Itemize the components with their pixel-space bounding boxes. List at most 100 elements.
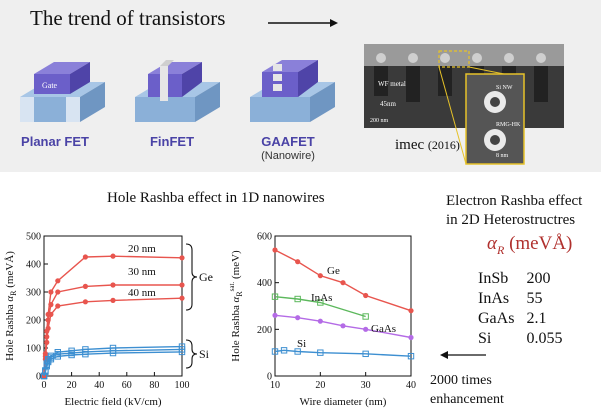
value-cell: 0.055 bbox=[526, 330, 563, 347]
ge-brace bbox=[185, 243, 198, 311]
planar-fet-label: Planar FET bbox=[21, 134, 89, 149]
data-point bbox=[179, 295, 185, 301]
device-illustrations: Gate bbox=[20, 60, 335, 122]
data-point bbox=[317, 349, 324, 356]
value-cell: 55 bbox=[526, 290, 543, 307]
scale-bar-label: 200 nm bbox=[370, 118, 389, 124]
material-cell: Si bbox=[478, 330, 492, 347]
x-tick-label: 60 bbox=[122, 380, 132, 391]
imec-caption: imec (2016) bbox=[395, 137, 460, 154]
data-point bbox=[317, 318, 323, 324]
y-tick-label: 200 bbox=[257, 325, 272, 336]
rashba-title-line1: Electron Rashba effect bbox=[446, 193, 583, 209]
y-tick-label: 600 bbox=[257, 232, 272, 243]
rashba-table-title: Electron Rashba effect in 2D Heterostruc… bbox=[446, 192, 582, 230]
table-row: Si 0.055 bbox=[478, 329, 562, 349]
x-tick-label: 20 bbox=[315, 380, 325, 391]
data-point bbox=[363, 292, 369, 299]
alpha-subscript: R bbox=[496, 242, 505, 257]
data-point bbox=[178, 348, 186, 356]
field-chart: 0 20 40 60 80 100 0 100 200 300 400 500 Electric fie… bbox=[4, 232, 213, 409]
material-cell: InAs bbox=[478, 290, 510, 307]
data-point bbox=[179, 255, 185, 261]
data-point bbox=[55, 303, 61, 309]
data-point bbox=[110, 282, 116, 288]
rmg-label: RMG-HK bbox=[496, 122, 521, 128]
data-point bbox=[408, 334, 414, 341]
ge-group-label: Ge bbox=[199, 270, 213, 284]
y-tick-label: 400 bbox=[26, 260, 41, 271]
section-title: Hole Rashba effect in 1D nanowires bbox=[107, 190, 325, 206]
series-label: 40 nm bbox=[128, 287, 156, 299]
data-point bbox=[362, 313, 369, 320]
data-point bbox=[295, 315, 301, 321]
x-tick-label: 10 bbox=[270, 380, 280, 391]
right-arrow-icon bbox=[268, 19, 338, 27]
x-tick-label: 80 bbox=[149, 380, 159, 391]
plot-frame bbox=[274, 235, 412, 377]
data-point bbox=[110, 253, 116, 259]
data-point bbox=[82, 299, 88, 305]
data-point bbox=[294, 295, 301, 303]
gaafet-sublabel: (Nanowire) bbox=[261, 150, 315, 162]
series-label: GaAs bbox=[371, 323, 396, 335]
left-arrow-icon bbox=[440, 351, 486, 359]
x-tick-label: 30 bbox=[361, 380, 371, 391]
data-point bbox=[48, 289, 54, 295]
data-point bbox=[45, 325, 51, 331]
data-point bbox=[55, 278, 61, 284]
note-line2: enhancement bbox=[430, 392, 504, 407]
series-line bbox=[274, 249, 412, 312]
x-axis-label: Wire diameter (nm) bbox=[300, 396, 387, 408]
y-tick-label: 100 bbox=[26, 344, 41, 355]
imec-year: (2016) bbox=[427, 138, 460, 152]
series-line bbox=[274, 314, 412, 339]
tem-micrograph: WF metal 45nm Si NW RMG-HK 8 nm 200 nm bbox=[364, 44, 564, 165]
enhancement-note: 2000 times enhancement bbox=[430, 371, 504, 409]
x-tick-label: 0 bbox=[42, 380, 47, 391]
series-label: Ge bbox=[327, 265, 340, 277]
table-row: InSb 200 bbox=[478, 269, 562, 289]
data-point bbox=[48, 311, 54, 317]
data-point bbox=[47, 356, 55, 363]
data-point bbox=[272, 312, 278, 318]
si-group-label: Si bbox=[199, 347, 210, 361]
planar-fet-illustration: Gate bbox=[20, 62, 105, 122]
series-label: 20 nm bbox=[128, 243, 156, 255]
series-label: InAs bbox=[311, 292, 332, 304]
gaafet-label: GAAFET bbox=[261, 134, 315, 149]
data-point bbox=[179, 282, 185, 288]
data-point bbox=[54, 353, 61, 360]
imec-name: imec bbox=[395, 137, 425, 153]
y-axis-label: Hole Rashba αR (meVÅ) bbox=[4, 251, 18, 361]
data-point bbox=[408, 308, 414, 314]
data-point bbox=[272, 247, 278, 253]
data-point bbox=[363, 326, 369, 332]
y-tick-label: 200 bbox=[26, 316, 41, 327]
y-tick-label: 0 bbox=[267, 372, 272, 383]
data-point bbox=[340, 280, 346, 286]
plot-frame bbox=[43, 235, 183, 377]
data-point bbox=[82, 283, 88, 289]
si-nw-label: Si NW bbox=[496, 85, 513, 91]
data-point bbox=[110, 297, 116, 303]
series-label: Si bbox=[297, 338, 306, 350]
x-axis-label: Electric field (kV/cm) bbox=[64, 396, 161, 408]
rashba-table: InSb 200 InAs 55 GaAs 2.1 Si 0.055 bbox=[478, 269, 562, 349]
y-tick-label: 0 bbox=[36, 372, 41, 383]
data-point bbox=[82, 254, 88, 260]
series-line bbox=[43, 297, 183, 377]
y-axis-label: Hole Rashba αRsat. (meV) bbox=[228, 250, 244, 362]
series-line bbox=[274, 295, 366, 318]
x-tick-label: 40 bbox=[406, 380, 416, 391]
gate-text: Gate bbox=[42, 81, 58, 90]
alpha-unit-heading: αR (meVÅ) bbox=[487, 233, 572, 258]
wf-metal-label: WF metal bbox=[378, 80, 406, 88]
finfet-label: FinFET bbox=[149, 134, 195, 149]
y-tick-label: 500 bbox=[26, 232, 41, 243]
y-tick-label: 300 bbox=[26, 288, 41, 299]
gaafet-illustration bbox=[250, 60, 335, 122]
series-label: 30 nm bbox=[128, 266, 156, 278]
data-point bbox=[295, 259, 301, 265]
